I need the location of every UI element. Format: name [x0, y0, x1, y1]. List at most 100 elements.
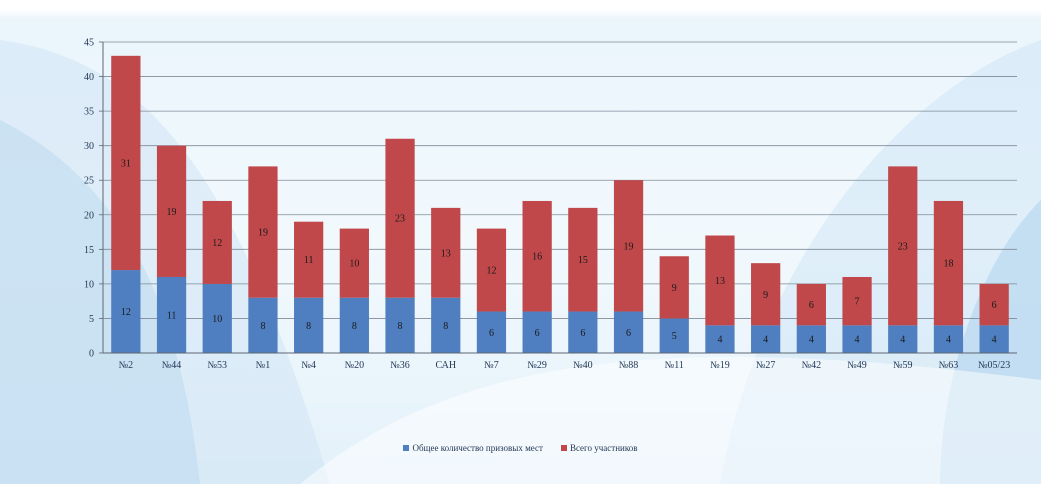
bar-segment-prize-places [796, 325, 826, 353]
data-label: 6 [992, 300, 997, 311]
data-label: 8 [443, 321, 448, 332]
bar-segment-participants [294, 221, 324, 298]
bar-segment-prize-places [111, 270, 141, 353]
bar-segment-participants [751, 263, 781, 326]
bar-segment-participants [705, 235, 735, 326]
legend-label: Общее количество призовых мест [412, 443, 543, 453]
bar-segment-prize-places [385, 297, 415, 353]
bar-segment-prize-places [568, 311, 598, 353]
bar-segment-participants [339, 228, 369, 298]
data-label: 12 [486, 266, 496, 277]
x-tick-label: №19 [710, 360, 730, 371]
data-label: 5 [672, 331, 677, 342]
data-label: 19 [258, 228, 268, 239]
x-tick-label: САН [435, 360, 456, 371]
bars [111, 55, 1009, 353]
x-tick-label: №11 [665, 360, 684, 371]
bar-segment-prize-places [294, 297, 324, 353]
x-tick-label: №7 [484, 360, 499, 371]
data-label: 23 [898, 241, 908, 252]
x-tick-label: №53 [207, 360, 227, 371]
bar-segment-participants [568, 207, 598, 312]
gridlines [99, 41, 1017, 354]
bar-segment-participants [796, 283, 826, 326]
data-label: 12 [121, 307, 131, 318]
x-tick-label: №29 [527, 360, 547, 371]
bar-segment-prize-places [979, 325, 1009, 353]
data-label: 4 [717, 335, 722, 346]
x-tick-label: №88 [619, 360, 639, 371]
x-tick-label: №44 [162, 360, 182, 371]
bar-segment-participants [431, 207, 461, 298]
x-tick-label: №20 [345, 360, 365, 371]
data-label: 4 [855, 335, 860, 346]
x-tick-label: №49 [847, 360, 867, 371]
legend-swatch-blue [403, 445, 410, 451]
bar-segment-participants [385, 138, 415, 298]
bar-segment-prize-places [933, 325, 964, 353]
x-tick-label: №63 [939, 360, 959, 371]
bar-segment-participants [842, 276, 872, 326]
bar-segment-prize-places [659, 318, 689, 353]
x-tick-label: №1 [256, 360, 271, 371]
bar-segment-participants [248, 166, 278, 298]
legend-item-prize-places: Общее количество призовых мест [403, 443, 543, 453]
data-label: 8 [306, 321, 311, 332]
bar-segment-participants [659, 256, 689, 319]
bar-segment-prize-places [202, 283, 232, 353]
y-tick-label: 40 [84, 72, 94, 83]
data-label: 11 [304, 255, 314, 266]
y-tick-label: 0 [89, 349, 94, 360]
bar-segment-prize-places [751, 325, 781, 353]
data-label: 6 [489, 328, 494, 339]
x-axis-ticks: №2 №44 №53 №1 №4 №20 №36 САН №7 №29 №40 №88 №11 №19 №2… [119, 360, 1011, 371]
data-label: 23 [395, 214, 405, 225]
y-tick-label: 30 [84, 141, 94, 152]
bar-segment-prize-places [339, 297, 369, 353]
data-label: 8 [398, 321, 403, 332]
data-label: 4 [946, 335, 951, 346]
bar-segment-prize-places [613, 311, 644, 353]
bar-segment-prize-places [705, 325, 735, 353]
bar-segment-participants [522, 200, 552, 312]
legend-label: Всего участников [569, 443, 638, 453]
bar-segment-prize-places [888, 325, 918, 353]
y-tick-label: 25 [84, 176, 94, 187]
data-label: 15 [578, 255, 588, 266]
data-label: 19 [624, 241, 634, 252]
y-tick-label: 15 [84, 245, 94, 256]
bar-segment-prize-places [248, 297, 278, 353]
data-label: 8 [260, 321, 265, 332]
x-tick-label: №4 [301, 360, 316, 371]
data-label: 31 [121, 158, 131, 169]
data-label: 4 [809, 335, 814, 346]
data-label: 18 [943, 259, 953, 270]
data-label: 4 [900, 335, 905, 346]
bar-segment-participants [613, 180, 644, 312]
legend-swatch-red [560, 445, 567, 451]
y-tick-label: 20 [84, 210, 94, 221]
data-label: 4 [992, 335, 997, 346]
bar-segment-prize-places [522, 311, 552, 353]
data-label: 9 [763, 290, 768, 301]
bar-segment-participants [933, 200, 964, 326]
data-label: 6 [580, 328, 585, 339]
data-label: 11 [167, 310, 177, 321]
data-label: 8 [352, 321, 357, 332]
data-label: 19 [167, 207, 177, 218]
bar-segment-prize-places [431, 297, 461, 353]
bar-segment-participants [888, 166, 918, 326]
y-axis-ticks: 0 5 10 15 20 25 30 35 40 45 [84, 38, 94, 360]
x-tick-label: №59 [893, 360, 913, 371]
y-tick-label: 35 [84, 107, 94, 118]
data-label: 6 [535, 328, 540, 339]
data-label: 16 [532, 252, 542, 263]
bar-segment-participants [111, 55, 141, 271]
x-tick-label: №05/23 [978, 360, 1010, 371]
data-label: 10 [212, 314, 222, 325]
bar-segment-prize-places [476, 311, 507, 353]
bar-segment-prize-places [156, 276, 187, 353]
data-label: 10 [349, 259, 359, 270]
